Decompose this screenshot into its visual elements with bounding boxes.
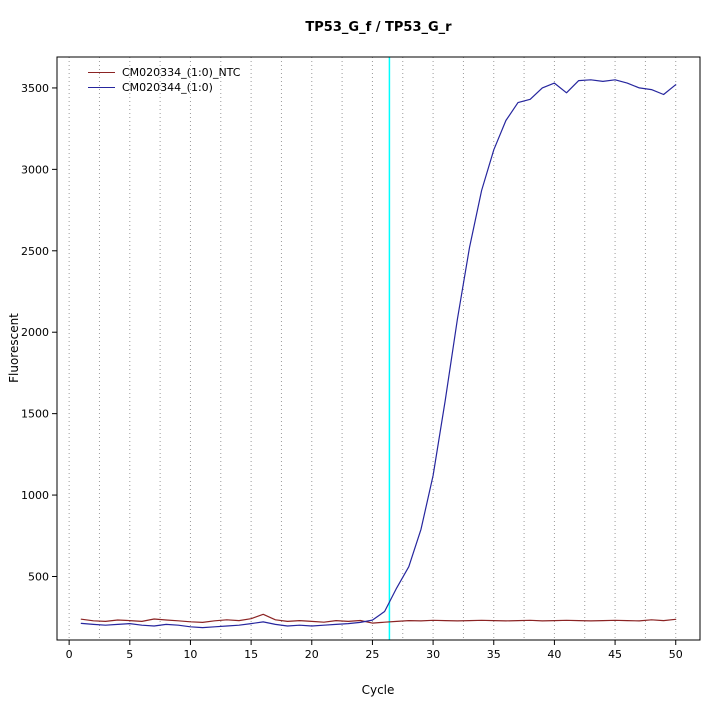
legend-item-ntc: CM020334_(1:0)_NTC: [88, 66, 240, 79]
series-line-0: [80, 613, 677, 624]
y-tick-label: 2500: [21, 245, 49, 258]
x-tick-label: 10: [183, 648, 197, 661]
legend-label-sample: CM020344_(1:0): [122, 81, 213, 94]
y-tick-label: 1500: [21, 408, 49, 421]
legend-item-sample: CM020344_(1:0): [88, 81, 240, 94]
y-tick-label: 3500: [21, 82, 49, 95]
x-tick-label: 15: [244, 648, 258, 661]
x-tick-label: 0: [66, 648, 73, 661]
x-tick-label: 20: [305, 648, 319, 661]
x-tick-label: 35: [487, 648, 501, 661]
x-tick-label: 45: [608, 648, 622, 661]
x-tick-label: 40: [547, 648, 561, 661]
legend-line-sample-icon: [88, 87, 115, 88]
plot-border: [56, 56, 701, 641]
x-axis-label: Cycle: [361, 683, 395, 697]
chart-legend: CM020334_(1:0)_NTC CM020344_(1:0): [88, 66, 240, 94]
x-tick-label: 25: [365, 648, 379, 661]
y-tick-label: 3000: [21, 163, 49, 176]
y-tick-label: 500: [28, 570, 49, 583]
series-line-1: [80, 79, 677, 629]
x-tick-label: 5: [126, 648, 133, 661]
y-tick-label: 2000: [21, 326, 49, 339]
chart-title: TP53_G_f / TP53_G_r: [305, 20, 452, 35]
x-tick-label: 50: [669, 648, 683, 661]
y-tick-label: 1000: [21, 489, 49, 502]
legend-line-ntc-icon: [88, 72, 115, 73]
x-tick-label: 30: [426, 648, 440, 661]
legend-label-ntc: CM020334_(1:0)_NTC: [122, 66, 241, 79]
